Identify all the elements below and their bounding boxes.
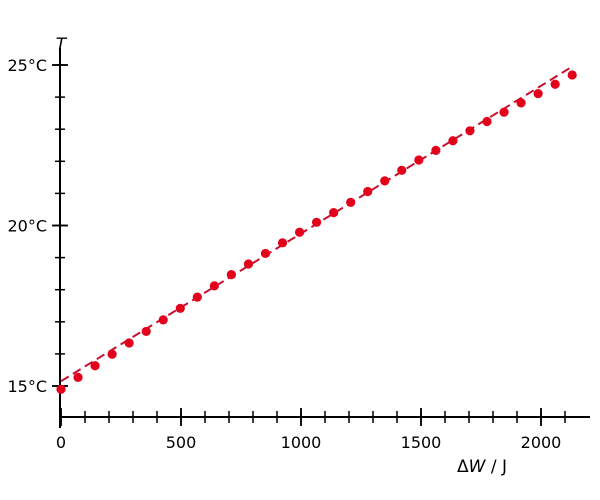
data-point	[209, 281, 219, 291]
data-points	[56, 70, 577, 394]
x-tick-label: 1500	[401, 433, 442, 452]
data-point	[465, 126, 475, 136]
data-point	[567, 70, 577, 80]
x-axis-title: ΔW / J	[457, 457, 507, 477]
x-major-ticks: 0 500 1000 1500 2000	[56, 408, 561, 452]
x-axis-title-variable: W	[469, 457, 487, 477]
data-point	[533, 88, 543, 99]
data-point	[90, 361, 100, 371]
x-tick-label: 1000	[281, 433, 322, 452]
y-tick-label: 20°C	[7, 217, 47, 236]
data-point	[124, 338, 134, 348]
data-point	[158, 315, 168, 325]
data-point	[363, 186, 373, 197]
data-point	[175, 303, 185, 313]
y-axis-title: T	[56, 35, 68, 55]
data-point	[550, 79, 560, 89]
data-point	[294, 227, 305, 237]
data-point	[73, 372, 83, 382]
axes: 0 500 1000 1500 2000 15°C 20°C 25°C	[7, 48, 590, 452]
data-point	[516, 98, 526, 108]
data-point	[448, 136, 458, 146]
data-point	[380, 176, 390, 186]
data-point	[192, 292, 202, 302]
y-tick-label: 25°C	[7, 56, 47, 75]
x-tick-label: 500	[166, 433, 197, 452]
data-point	[499, 107, 509, 117]
data-point	[260, 248, 271, 259]
data-point	[414, 155, 424, 165]
x-axis-title-unit: / J	[485, 457, 507, 477]
data-point	[226, 270, 236, 280]
data-point	[243, 259, 254, 269]
x-tick-label: 2000	[521, 433, 562, 452]
data-point	[277, 238, 288, 248]
data-point	[141, 326, 151, 337]
y-tick-label: 15°C	[7, 377, 47, 396]
x-axis-title-prefix: Δ	[457, 457, 469, 477]
data-point	[346, 197, 356, 207]
data-point	[312, 217, 322, 227]
y-major-ticks: 15°C 20°C 25°C	[7, 56, 68, 396]
x-tick-label: 0	[56, 433, 66, 452]
data-point	[482, 116, 492, 127]
data-point	[107, 349, 117, 359]
data-point	[329, 208, 339, 218]
data-point	[431, 145, 441, 155]
data-point	[56, 384, 66, 394]
data-point	[397, 165, 407, 175]
